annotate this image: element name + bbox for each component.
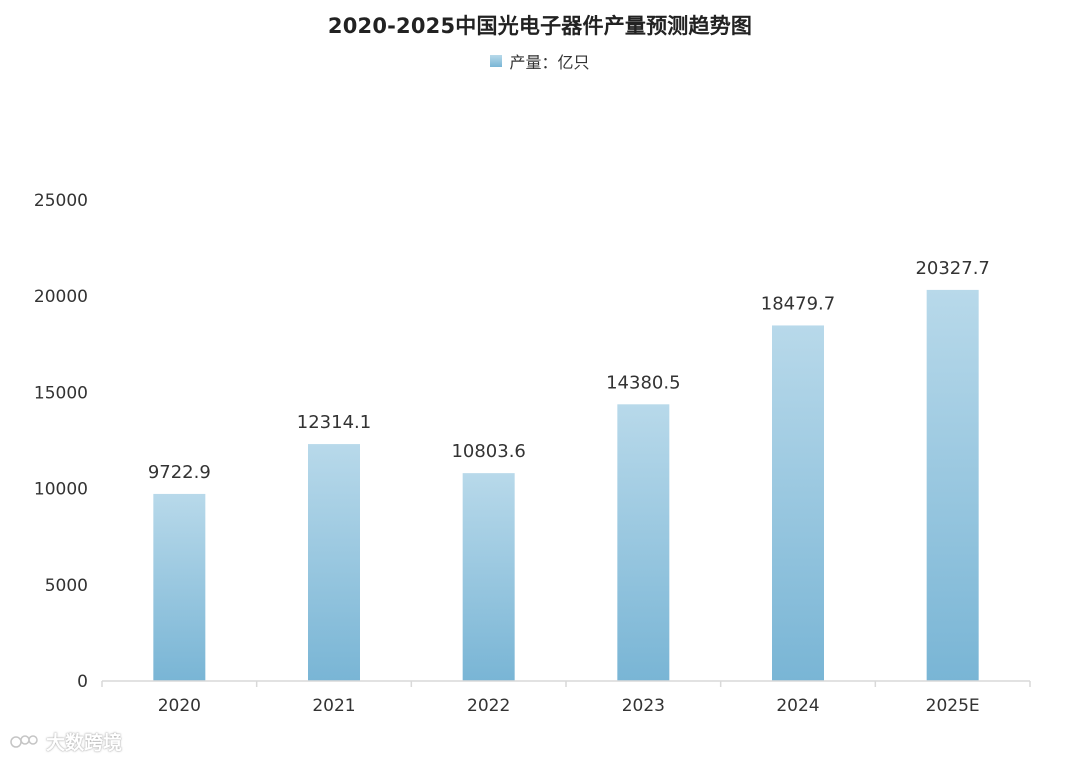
bar [617, 404, 670, 681]
y-tick-label: 25000 [34, 191, 88, 211]
bar [308, 444, 360, 681]
watermark-logo-icon [10, 734, 38, 748]
chart-title: 2020-2025中国光电子器件产量预测趋势图 [327, 14, 753, 38]
x-tick-label: 2021 [312, 696, 355, 716]
bar-value-label: 12314.1 [297, 412, 371, 433]
bar-value-label: 14380.5 [606, 372, 680, 393]
bar-value-label: 9722.9 [148, 462, 211, 483]
bar [772, 325, 824, 681]
y-tick-label: 5000 [45, 576, 88, 596]
watermark-text: 大数跨境 [46, 732, 123, 754]
bar [462, 473, 515, 681]
x-tick-label: 2023 [622, 696, 665, 716]
x-tick-label: 2025E [926, 696, 980, 716]
x-tick-label: 2022 [467, 696, 510, 716]
bar [153, 493, 206, 681]
x-tick-label: 2024 [776, 696, 819, 716]
x-tick-label: 2020 [158, 696, 201, 716]
y-tick-label: 10000 [34, 480, 88, 500]
y-tick-label: 20000 [34, 287, 88, 307]
bar-value-label: 10803.6 [451, 441, 525, 462]
watermark: 大数跨境 [10, 728, 122, 755]
legend-label: 产量：亿只 [509, 53, 590, 72]
bar-value-label: 20327.7 [915, 258, 989, 279]
legend: 产量：亿只 [0, 49, 1080, 73]
y-tick-label: 15000 [34, 383, 88, 403]
bar-value-label: 18479.7 [761, 293, 835, 314]
legend-swatch [490, 55, 503, 67]
y-tick-label: 0 [77, 672, 88, 692]
bar [926, 289, 979, 681]
